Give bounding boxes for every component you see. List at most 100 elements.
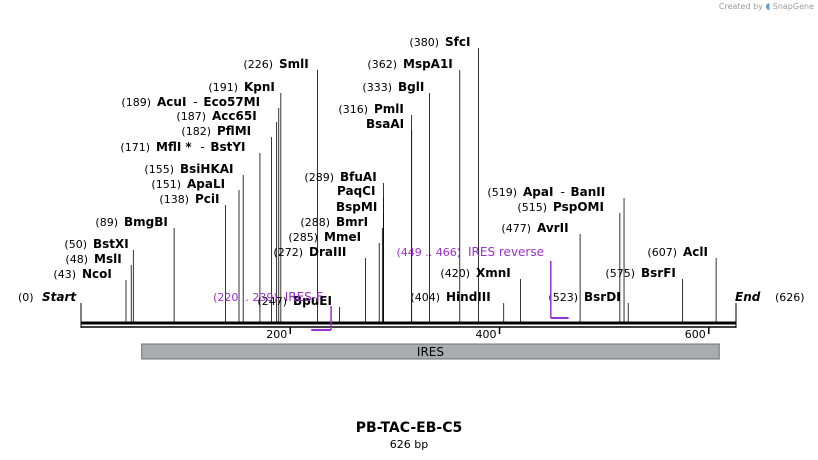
site-apali[interactable]: (151) ApaLI [151,177,225,191]
site-name: ApaLI [187,177,225,191]
site-position: (288) [300,216,330,229]
site-name: NcoI [82,267,112,281]
site-name: BglI [398,80,424,94]
site-position: (191) [208,81,238,94]
primer-ires-reverse[interactable]: IRES reverse (449 .. 466) [396,245,569,319]
site-pflmi[interactable]: (182) PflMI [181,124,251,138]
site-bmri[interactable]: (288) BmrI [300,215,368,229]
site-avrii[interactable]: (477) AvrII [501,221,568,235]
site-bpuei[interactable]: (247) BpuEI [257,294,332,308]
site-bsrdi[interactable]: (523) BsrDI [548,290,620,304]
site-msli[interactable]: (48) MslI [65,252,121,266]
site-position: (289) [304,171,334,184]
credit-prefix: Created by [718,2,763,11]
site-name: MspA1I [403,57,453,71]
site-draiii[interactable]: (272) DraIII [273,245,346,259]
tick-label: 400 [476,328,497,341]
site-position: (316) [338,103,368,116]
end-label: End [735,290,761,304]
site-bgli[interactable]: (333) BglI [362,80,424,94]
site-position: (575) [605,267,635,280]
site-name: BmrI [336,215,368,229]
site-position: (380) [409,36,439,49]
primer-range: (220 .. 239) [213,291,278,304]
site-position: (519) [487,186,517,199]
site-ncoi[interactable]: (43) NcoI [53,267,111,281]
site-position: (50) [64,238,87,251]
site-acui[interactable]: (189) AcuI - Eco57MI [121,95,260,109]
site-position: (182) [181,125,211,138]
sequence-title: PB-TAC-EB-C5 [355,420,463,436]
ires-feature-bar[interactable] [141,343,720,360]
site-name: Acc65I [212,109,257,123]
primer-name: IRES-F [285,290,323,304]
site-name: BstXI [93,237,129,251]
site-position: (404) [410,291,440,304]
site-paqci[interactable]: PaqCI [337,184,375,198]
site-smli[interactable]: (226) SmlI [243,57,308,71]
site-name: SmlI [279,57,309,71]
site-apai[interactable]: (519) ApaI - BanII [487,185,605,199]
site-position: (138) [159,193,189,206]
site-pcii[interactable]: (138) PciI [159,192,219,206]
site-name: BsiHKAI [180,162,234,176]
site-name: MslI [94,252,122,266]
site-bstxi[interactable]: (50) BstXI [64,237,128,251]
site-mmei[interactable]: (285) MmeI [288,230,361,244]
site-name: BsrFI [641,266,676,280]
star-activity-icon: * [185,140,192,154]
site-bspmi[interactable]: BspMI [336,200,377,214]
primer-ires-f[interactable]: IRES-F (220 .. 239) [213,290,332,331]
site-acc65i[interactable]: (187) Acc65I [176,109,256,123]
site-position: (523) [548,291,578,304]
site-position: (189) [121,96,151,109]
site-position: (362) [367,58,397,71]
site-isoschizomer: Eco57MI [203,95,260,109]
site-bsrfi[interactable]: (575) BsrFI [605,266,675,280]
site-position: (43) [53,268,76,281]
site-position: (607) [647,246,677,259]
site-name: XmnI [476,266,511,280]
site-bsaai[interactable]: BsaAI [366,117,404,131]
site-bfuai[interactable]: (289) BfuAI [304,170,376,184]
site-bsihkai[interactable]: (155) BsiHKAI [144,162,233,176]
site-position: (171) [120,141,150,154]
site-name: MflI [156,140,181,154]
site-position: (285) [288,231,318,244]
site-mspa1i[interactable]: (362) MspA1I [367,57,452,71]
site-name: BpuEI [293,294,332,308]
site-position: (333) [362,81,392,94]
tick-label: 600 [685,328,706,341]
tick-label: 200 [266,328,287,341]
site-pspomi[interactable]: (515) PspOMI [517,200,604,214]
site-mfli[interactable]: (171) MflI * - BstYI [120,140,245,154]
site-position: (89) [95,216,118,229]
start-position-label: (0) [18,291,34,304]
site-name: AclI [683,245,708,259]
site-position: (48) [65,253,88,266]
site-name: BspMI [336,200,377,214]
site-sfci[interactable]: (380) SfcI [409,35,470,49]
restriction-site-labels[interactable]: (43) NcoI(48) MslI (50) BstXI (89) BmgBI (138) P… [53,35,708,308]
isoschizomer-dash: - [193,95,197,109]
site-name: AcuI [157,95,186,109]
site-name: PmlI [374,102,404,116]
site-bmgbi[interactable]: (89) BmgBI [95,215,167,229]
site-acli[interactable]: (607) AclI [647,245,708,259]
site-hindiii[interactable]: (404) HindIII [410,290,490,304]
site-name: BsrDI [584,290,621,304]
site-name: BmgBI [124,215,168,229]
site-position: (477) [501,222,531,235]
site-pmli[interactable]: (316) PmlI [338,102,403,116]
site-name: KpnI [244,80,275,94]
site-position: (515) [517,201,547,214]
site-position: (247) [257,295,287,308]
credit-brand: SnapGene [772,2,814,11]
site-position: (272) [273,246,303,259]
primer-annotations[interactable]: IRES-F (220 .. 239) IRES reverse (449 .. 46… [213,245,569,331]
site-kpni[interactable]: (191) KpnI [208,80,275,94]
site-name: MmeI [324,230,361,244]
site-xmni[interactable]: (420) XmnI [440,266,510,280]
site-position: (151) [151,178,181,191]
